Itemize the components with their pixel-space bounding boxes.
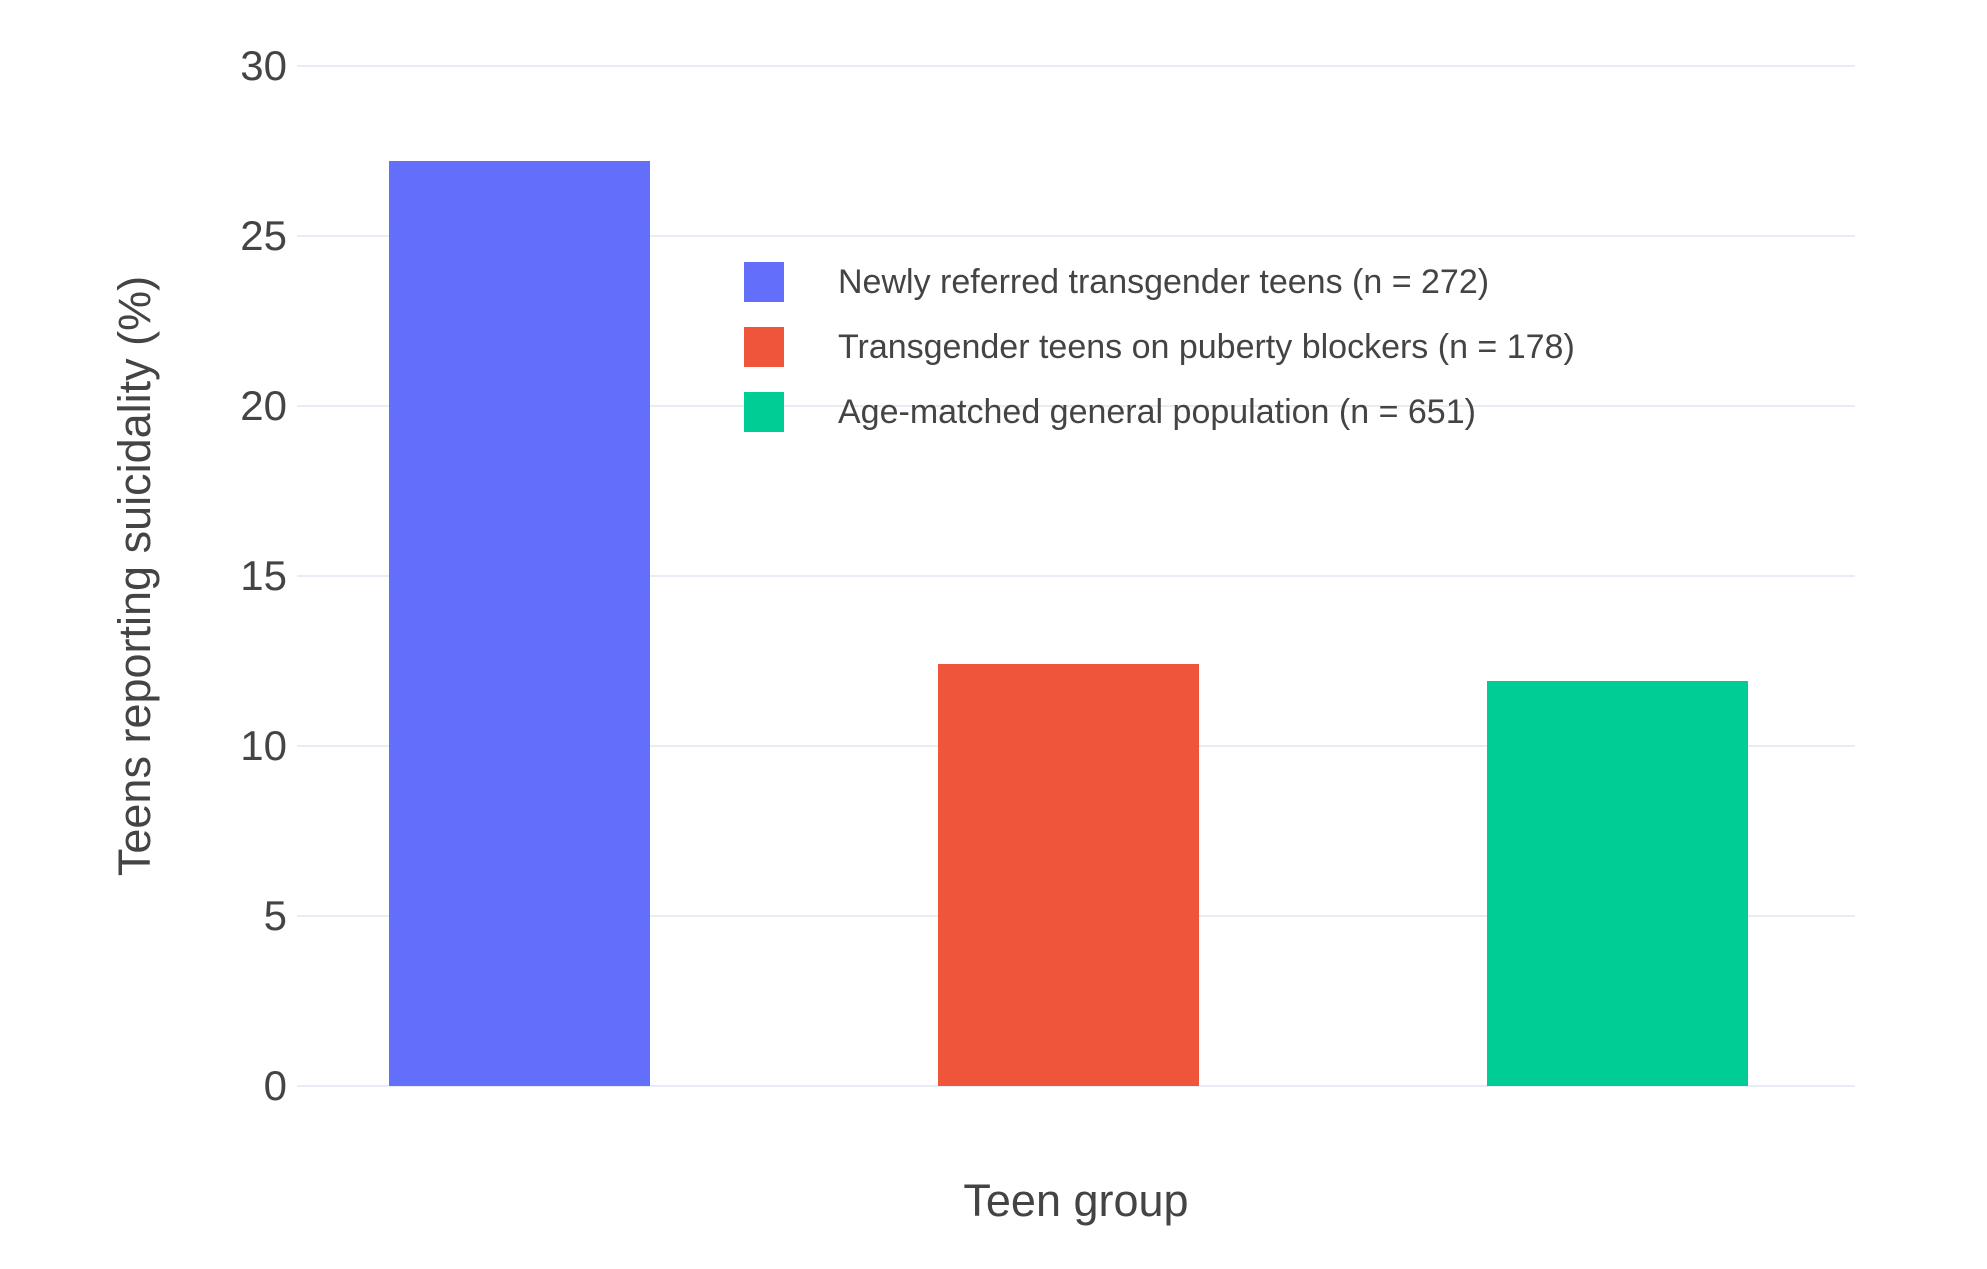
plot-area — [297, 65, 1855, 1087]
y-tick-label-30: 30 — [240, 42, 287, 89]
y-tick-label-20: 20 — [240, 382, 287, 429]
x-axis-title: Teen group — [963, 1175, 1189, 1226]
gridline-y-20 — [297, 405, 1855, 407]
legend-label: Transgender teens on puberty blockers (n… — [838, 328, 1575, 366]
y-tick-label-5: 5 — [263, 892, 287, 939]
legend-swatch-icon — [744, 327, 784, 367]
y-axis-title: Teens reporting suicidality (%) — [109, 275, 160, 877]
gridline-y-30 — [297, 65, 1855, 67]
legend-item-1[interactable]: Newly referred transgender teens (n = 27… — [744, 262, 1575, 302]
gridline-y-25 — [297, 235, 1855, 237]
legend-label: Newly referred transgender teens (n = 27… — [838, 263, 1490, 301]
y-tick-label-15: 15 — [240, 552, 287, 599]
legend-item-3[interactable]: Age-matched general population (n = 651) — [744, 392, 1575, 432]
legend-label: Age-matched general population (n = 651) — [838, 393, 1476, 431]
legend-swatch-icon — [744, 262, 784, 302]
legend: Newly referred transgender teens (n = 27… — [744, 262, 1575, 457]
gridline-y-15 — [297, 575, 1855, 577]
legend-swatch-icon — [744, 392, 784, 432]
legend-item-2[interactable]: Transgender teens on puberty blockers (n… — [744, 327, 1575, 367]
y-tick-label-10: 10 — [240, 722, 287, 769]
bar-1[interactable] — [389, 161, 650, 1086]
y-tick-label-25: 25 — [240, 212, 287, 259]
zero-line — [297, 1085, 1855, 1087]
bar-3[interactable] — [1487, 681, 1748, 1086]
bar-2[interactable] — [938, 664, 1199, 1086]
y-tick-label-0: 0 — [263, 1062, 287, 1109]
